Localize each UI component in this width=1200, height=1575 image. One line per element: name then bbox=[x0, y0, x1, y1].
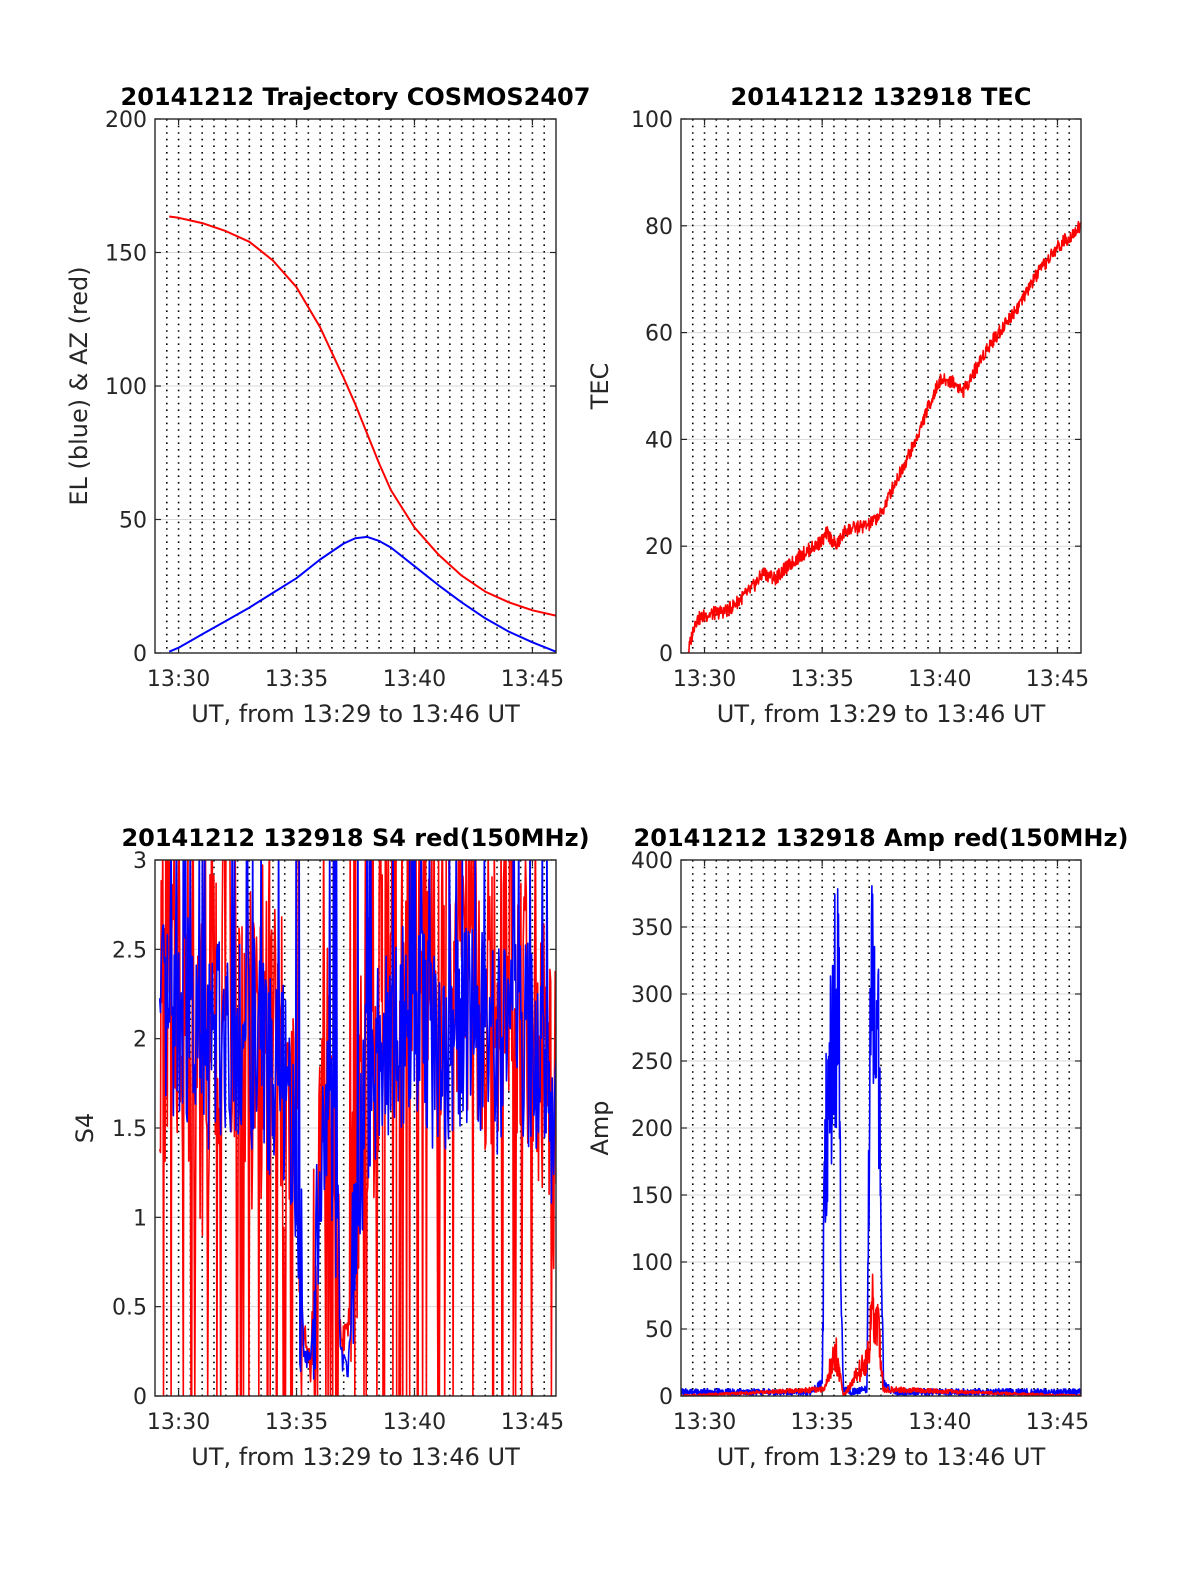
axes-frame bbox=[154, 859, 557, 1397]
panel-trajectory: 0 50 100 150 200 13:30 13:35 13:40 13:45 20141212… bbox=[65, 83, 590, 728]
chart-title: 20141212 132918 S4 red(150MHz) bbox=[121, 824, 589, 852]
x-tick-label: 13:30 bbox=[673, 667, 736, 692]
chart-title: 20141212 Trajectory COSMOS2407 bbox=[121, 83, 591, 111]
x-tick-label: 13:45 bbox=[1026, 667, 1089, 692]
x-axis-label: UT, from 13:29 to 13:46 UT bbox=[191, 1443, 520, 1471]
x-tick-label: 13:30 bbox=[147, 1410, 210, 1435]
x-tick-label: 13:30 bbox=[673, 1410, 736, 1435]
y-tick-label: 100 bbox=[631, 108, 673, 133]
y-tick-label: 20 bbox=[645, 535, 673, 560]
x-axis-label: UT, from 13:29 to 13:46 UT bbox=[717, 700, 1046, 728]
y-tick-label: 300 bbox=[631, 983, 673, 1008]
y-tick-label: 2.5 bbox=[112, 938, 147, 963]
series-line bbox=[687, 220, 1081, 653]
x-tick-label: 13:45 bbox=[501, 667, 564, 692]
y-tick-label: 1 bbox=[133, 1206, 147, 1231]
axes-frame bbox=[154, 118, 557, 654]
plot-area bbox=[168, 215, 556, 653]
y-tick-label: 50 bbox=[645, 1318, 673, 1343]
panel-amp: 0 50 100 150 200 250 300 350 400 13:30 13:35 13:40 1… bbox=[586, 824, 1128, 1471]
y-tick-label: 0 bbox=[133, 1385, 147, 1410]
series-line bbox=[169, 215, 556, 617]
y-tick-label: 50 bbox=[119, 509, 147, 534]
y-tick-label: 100 bbox=[631, 1251, 673, 1276]
x-tick-label: 13:30 bbox=[147, 667, 210, 692]
panel-s4: 0 0.5 1 1.5 2 2.5 3 13:30 13:35 13:40 13:45 2014121… bbox=[71, 824, 590, 1471]
y-tick-label: 80 bbox=[645, 215, 673, 240]
x-tick-label: 13:40 bbox=[908, 667, 971, 692]
y-tick-label: 350 bbox=[631, 916, 673, 941]
y-tick-label: 0 bbox=[659, 642, 673, 667]
y-tick-label: 2 bbox=[133, 1028, 147, 1053]
y-tick-label: 60 bbox=[645, 322, 673, 347]
y-tick-label: 1.5 bbox=[112, 1117, 147, 1142]
y-tick-label: 0.5 bbox=[112, 1296, 147, 1321]
x-tick-label: 13:45 bbox=[1026, 1410, 1089, 1435]
y-tick-label: 150 bbox=[105, 242, 147, 267]
axes-frame bbox=[680, 118, 1082, 654]
y-tick-label: 250 bbox=[631, 1050, 673, 1075]
series-line bbox=[158, 860, 556, 1380]
plot-area bbox=[687, 220, 1081, 653]
y-tick-label: 200 bbox=[631, 1117, 673, 1142]
x-tick-label: 13:35 bbox=[790, 1410, 853, 1435]
series-line bbox=[681, 885, 1081, 1396]
x-tick-label: 13:35 bbox=[265, 1410, 328, 1435]
chart-title: 20141212 132918 TEC bbox=[731, 83, 1032, 111]
series-line bbox=[681, 1273, 1081, 1396]
y-tick-label: 400 bbox=[631, 849, 673, 874]
plot-area bbox=[681, 885, 1081, 1396]
y-tick-label: 0 bbox=[659, 1385, 673, 1410]
x-tick-label: 13:35 bbox=[790, 667, 853, 692]
x-tick-label: 13:40 bbox=[908, 1410, 971, 1435]
series-line bbox=[168, 535, 556, 653]
y-axis-label: EL (blue) & AZ (red) bbox=[65, 266, 93, 505]
y-tick-label: 0 bbox=[133, 642, 147, 667]
y-tick-label: 40 bbox=[645, 428, 673, 453]
x-tick-label: 13:40 bbox=[383, 667, 446, 692]
x-tick-label: 13:35 bbox=[265, 667, 328, 692]
chart-title: 20141212 132918 Amp red(150MHz) bbox=[634, 824, 1129, 852]
x-tick-label: 13:45 bbox=[501, 1410, 564, 1435]
y-axis-label: Amp bbox=[586, 1100, 614, 1155]
x-axis-label: UT, from 13:29 to 13:46 UT bbox=[717, 1443, 1046, 1471]
axes-frame bbox=[680, 859, 1082, 1397]
y-tick-label: 3 bbox=[133, 849, 147, 874]
panel-tec: 0 20 40 60 80 100 13:30 13:35 13:40 13:45 20141212… bbox=[586, 83, 1089, 728]
x-axis-label: UT, from 13:29 to 13:46 UT bbox=[191, 700, 520, 728]
y-tick-label: 100 bbox=[105, 375, 147, 400]
y-tick-label: 150 bbox=[631, 1184, 673, 1209]
x-tick-label: 13:40 bbox=[383, 1410, 446, 1435]
y-tick-label: 200 bbox=[105, 108, 147, 133]
y-axis-label: S4 bbox=[71, 1113, 99, 1144]
y-axis-label: TEC bbox=[586, 363, 614, 411]
plot-area bbox=[158, 860, 556, 1396]
